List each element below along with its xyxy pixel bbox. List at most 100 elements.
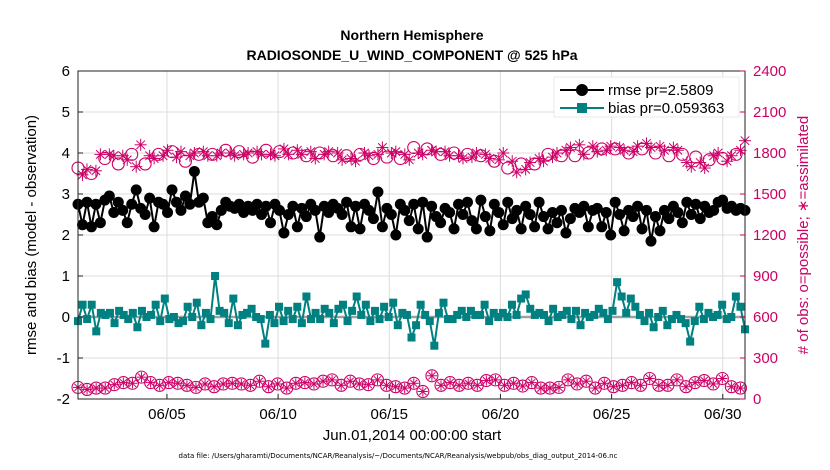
obs-assimilated-point bbox=[376, 141, 389, 154]
bias-point bbox=[78, 300, 87, 309]
rmse-point bbox=[564, 213, 576, 225]
obs-possible-point bbox=[670, 373, 684, 387]
bias-point bbox=[599, 308, 608, 317]
bias-point bbox=[370, 306, 379, 315]
obs-assimilated-point bbox=[416, 148, 429, 161]
obs-assimilated-point bbox=[89, 164, 102, 177]
legend: rmse pr=2.5809 bias pr=0.059363 bbox=[553, 76, 740, 118]
x-tick-label: 06/05 bbox=[148, 406, 186, 423]
rmse-point bbox=[363, 204, 375, 216]
bias-point bbox=[617, 292, 626, 301]
bias-point bbox=[142, 313, 151, 321]
bias-point bbox=[631, 302, 640, 311]
rmse-point bbox=[448, 223, 460, 235]
rmse-point bbox=[690, 198, 702, 210]
obs-assimilated-point bbox=[519, 163, 532, 176]
y-left-tick-label: 6 bbox=[62, 63, 70, 80]
obs-assimilated-point bbox=[326, 149, 340, 163]
rmse-point bbox=[162, 206, 174, 218]
rmse-point bbox=[493, 206, 505, 218]
bias-point bbox=[233, 321, 242, 330]
rmse-point bbox=[479, 211, 491, 223]
rmse-point bbox=[117, 204, 129, 216]
bias-point bbox=[393, 321, 402, 330]
data-file-footnote: data file: /Users/gharamti/Documents/NCA… bbox=[179, 452, 618, 460]
y-left-tick-label: 3 bbox=[62, 186, 70, 203]
obs-assimilated-point bbox=[219, 143, 233, 157]
obs-possible-point bbox=[307, 377, 321, 391]
bias-point bbox=[562, 306, 571, 315]
rmse-point bbox=[645, 235, 657, 247]
y-axis-right-label: # of obs: o=possible; ∗=assimilated bbox=[795, 116, 812, 355]
rmse-point bbox=[435, 217, 447, 229]
bias-point bbox=[498, 308, 507, 317]
rmse-point bbox=[94, 217, 106, 229]
bias-point bbox=[256, 315, 265, 324]
rmse-point bbox=[206, 211, 218, 223]
obs-assimilated-point bbox=[675, 147, 689, 161]
obs-possible-point bbox=[243, 378, 257, 392]
obs-possible-point bbox=[271, 377, 285, 391]
bias-point bbox=[448, 315, 457, 324]
y-right-tick-label: 1200 bbox=[753, 227, 786, 244]
rmse-point bbox=[130, 184, 142, 196]
rmse-point bbox=[488, 198, 500, 210]
rmse-point bbox=[672, 206, 684, 218]
bias-point bbox=[179, 317, 188, 326]
obs-assimilated-point bbox=[393, 151, 407, 166]
y-left-tick-label: 2 bbox=[62, 227, 70, 244]
obs-assimilated-point bbox=[286, 146, 300, 160]
rmse-point bbox=[175, 204, 187, 216]
bias-point bbox=[699, 315, 708, 324]
rmse-point bbox=[511, 204, 523, 216]
rmse-point bbox=[412, 223, 424, 235]
y-left-tick-label: -2 bbox=[57, 391, 70, 408]
legend-rmse-marker bbox=[576, 84, 588, 96]
rmse-point bbox=[717, 194, 729, 206]
bias-point bbox=[110, 319, 119, 328]
rmse-point bbox=[341, 196, 353, 208]
obs-possible-point bbox=[552, 380, 566, 394]
obs-assimilated-point bbox=[554, 149, 569, 163]
obs-possible-point bbox=[497, 378, 512, 392]
obs-assimilated-point bbox=[403, 153, 416, 166]
bias-point bbox=[238, 310, 247, 319]
rmse-point bbox=[157, 198, 169, 210]
obs-assimilated-point bbox=[380, 150, 394, 164]
rmse-point bbox=[470, 223, 482, 235]
bias-point bbox=[169, 313, 178, 321]
legend-rmse-label: rmse pr=2.5809 bbox=[608, 82, 713, 99]
rmse-point bbox=[596, 221, 608, 233]
obs-possible-point bbox=[416, 384, 430, 399]
bias-point bbox=[101, 310, 110, 319]
bias-point bbox=[567, 315, 576, 324]
bias-point bbox=[526, 304, 535, 313]
rmse-point bbox=[555, 204, 567, 216]
rmse-point bbox=[90, 198, 102, 210]
bias-point bbox=[320, 304, 329, 313]
rmse-point bbox=[408, 198, 420, 210]
rmse-point bbox=[260, 200, 272, 212]
obs-assimilated-point bbox=[434, 147, 448, 161]
bias-point bbox=[316, 315, 325, 324]
bias-point bbox=[160, 294, 169, 303]
rmse-point bbox=[376, 221, 388, 233]
rmse-point bbox=[497, 219, 509, 231]
bias-point bbox=[727, 313, 736, 321]
legend-box bbox=[553, 76, 740, 118]
y-axis-right-ticks: 0 300 600 900 1200 1500 1800 2100 2400 bbox=[740, 63, 786, 408]
rmse-point bbox=[685, 209, 697, 220]
bias-point bbox=[293, 302, 302, 311]
bias-point bbox=[174, 319, 183, 328]
bias-point bbox=[508, 300, 517, 309]
bias-point bbox=[480, 300, 489, 309]
bias-point bbox=[384, 313, 393, 321]
bias-point bbox=[658, 306, 667, 315]
obs-assimilated-point bbox=[125, 147, 139, 161]
obs-possible-point bbox=[171, 376, 185, 390]
obs-possible-point bbox=[162, 376, 176, 390]
obs-assimilated-point bbox=[568, 149, 582, 163]
bias-point bbox=[343, 317, 352, 326]
rmse-point bbox=[444, 206, 456, 218]
bias-point bbox=[352, 292, 361, 301]
